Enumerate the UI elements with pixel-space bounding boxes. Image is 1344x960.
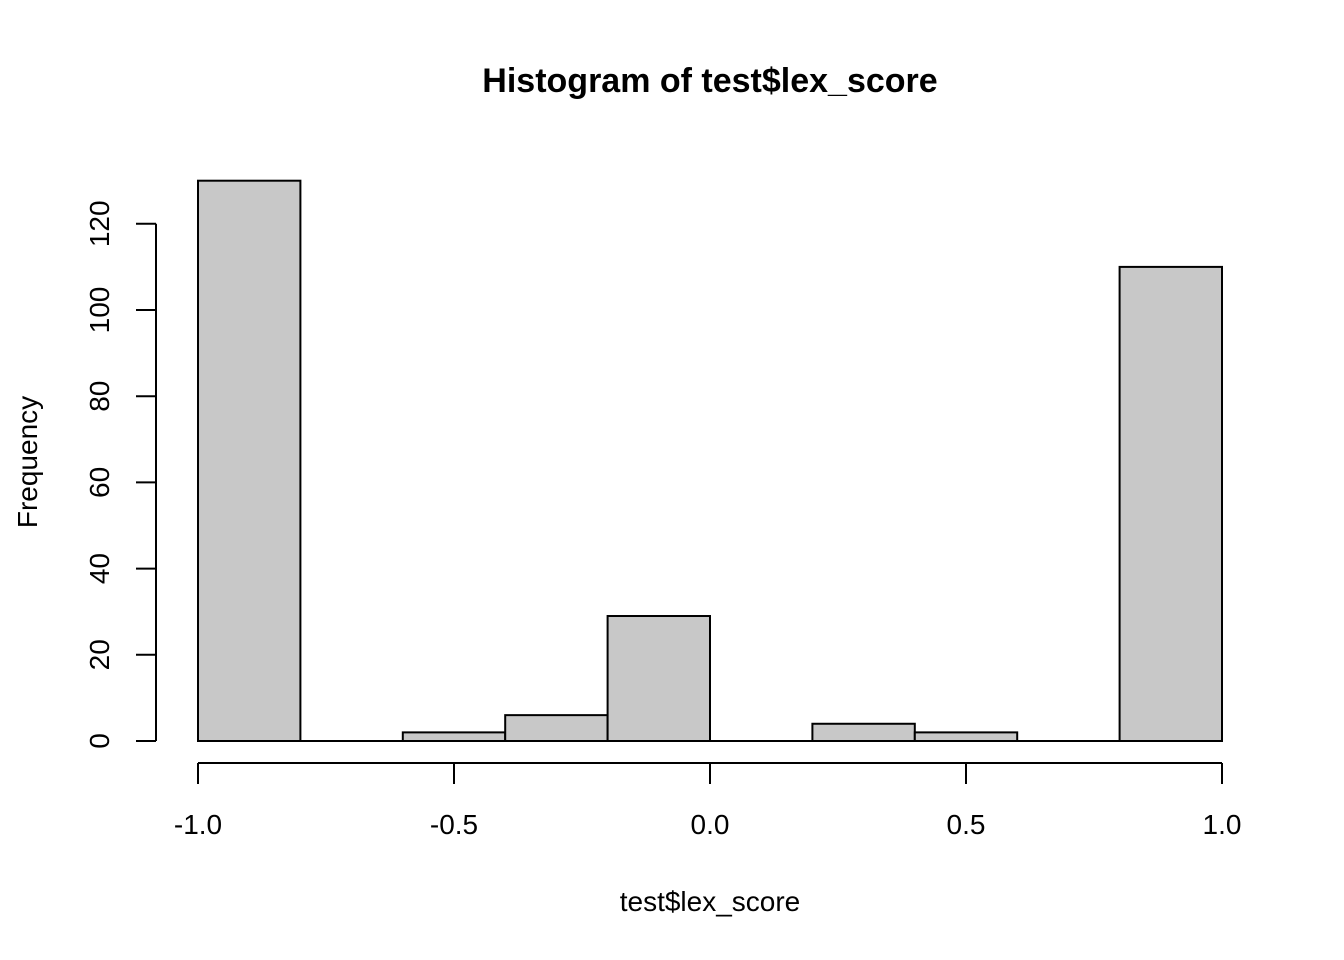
histogram-bar	[401, 731, 507, 743]
y-tick-label: 80	[84, 381, 115, 412]
y-axis: 0 20 40 60 80 100 120	[84, 200, 157, 749]
x-tick-label: -0.5	[430, 809, 478, 840]
bars-group	[197, 179, 1223, 743]
y-tick-label: 60	[84, 467, 115, 498]
histogram-bar	[606, 615, 711, 743]
x-tick-label: 1.0	[1203, 809, 1242, 840]
x-tick-label: 0.0	[691, 809, 730, 840]
y-tick-label: 40	[84, 553, 115, 584]
y-tick-label: 120	[84, 200, 115, 247]
y-tick-label: 100	[84, 287, 115, 334]
histogram-bar	[504, 714, 609, 743]
histogram-bar	[913, 731, 1019, 743]
histogram-bar	[811, 722, 916, 743]
x-tick-label: 0.5	[947, 809, 986, 840]
y-tick-label: 0	[84, 733, 115, 749]
x-tick-label: -1.0	[174, 809, 222, 840]
x-axis-label: test$lex_score	[620, 886, 801, 917]
y-axis-label: Frequency	[12, 396, 43, 528]
histogram-bar	[197, 179, 302, 742]
histogram-bar	[1118, 265, 1223, 742]
x-axis: -1.0 -0.5 0.0 0.5 1.0	[174, 762, 1242, 840]
chart-title: Histogram of test$lex_score	[482, 62, 937, 100]
y-tick-label: 20	[84, 639, 115, 670]
